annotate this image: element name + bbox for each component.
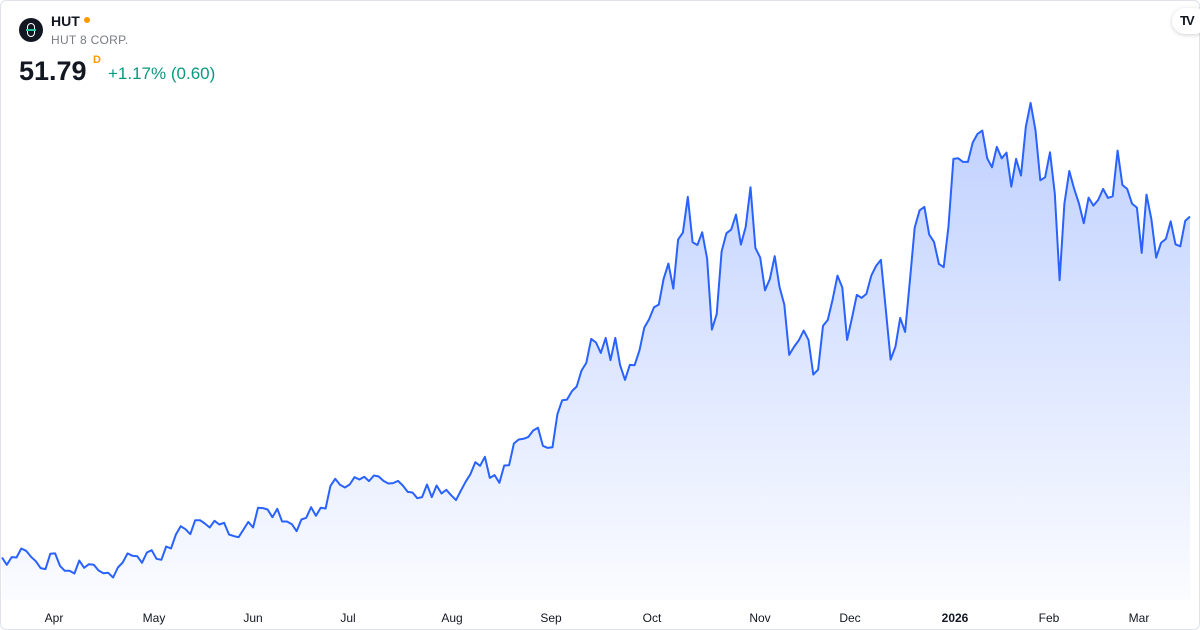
resolution-label: D: [93, 54, 101, 66]
x-tick-label: Nov: [749, 611, 770, 625]
company-name: HUT 8 CORP.: [51, 33, 129, 47]
x-tick-label: Sep: [540, 611, 562, 625]
x-tick-label: Mar: [1129, 611, 1150, 625]
price-area-fill: [2, 102, 1190, 601]
x-tick-label: Feb: [1039, 611, 1060, 625]
price-line: [1, 101, 1191, 579]
symbol-ticker[interactable]: HUT: [51, 13, 80, 29]
x-tick-label: May: [143, 611, 166, 625]
x-tick-label: 2026: [942, 611, 969, 625]
market-status-dot-icon: [83, 17, 90, 23]
last-price: 51.79: [19, 56, 87, 86]
hut8-logo-icon: [19, 18, 43, 42]
x-tick-label: Apr: [45, 611, 64, 625]
x-axis: Apr May Jun Jul Aug Sep Oct Nov Dec 2026 Feb Mar: [45, 611, 1150, 625]
x-tick-label: Jul: [340, 611, 355, 625]
x-tick-label: Jun: [243, 611, 262, 625]
price-change: +1.17% (0.60): [108, 64, 216, 83]
tradingview-logo-icon[interactable]: TV: [1172, 8, 1200, 34]
x-tick-label: Oct: [643, 611, 662, 625]
x-tick-label: Dec: [839, 611, 860, 625]
x-tick-label: Aug: [441, 611, 462, 625]
